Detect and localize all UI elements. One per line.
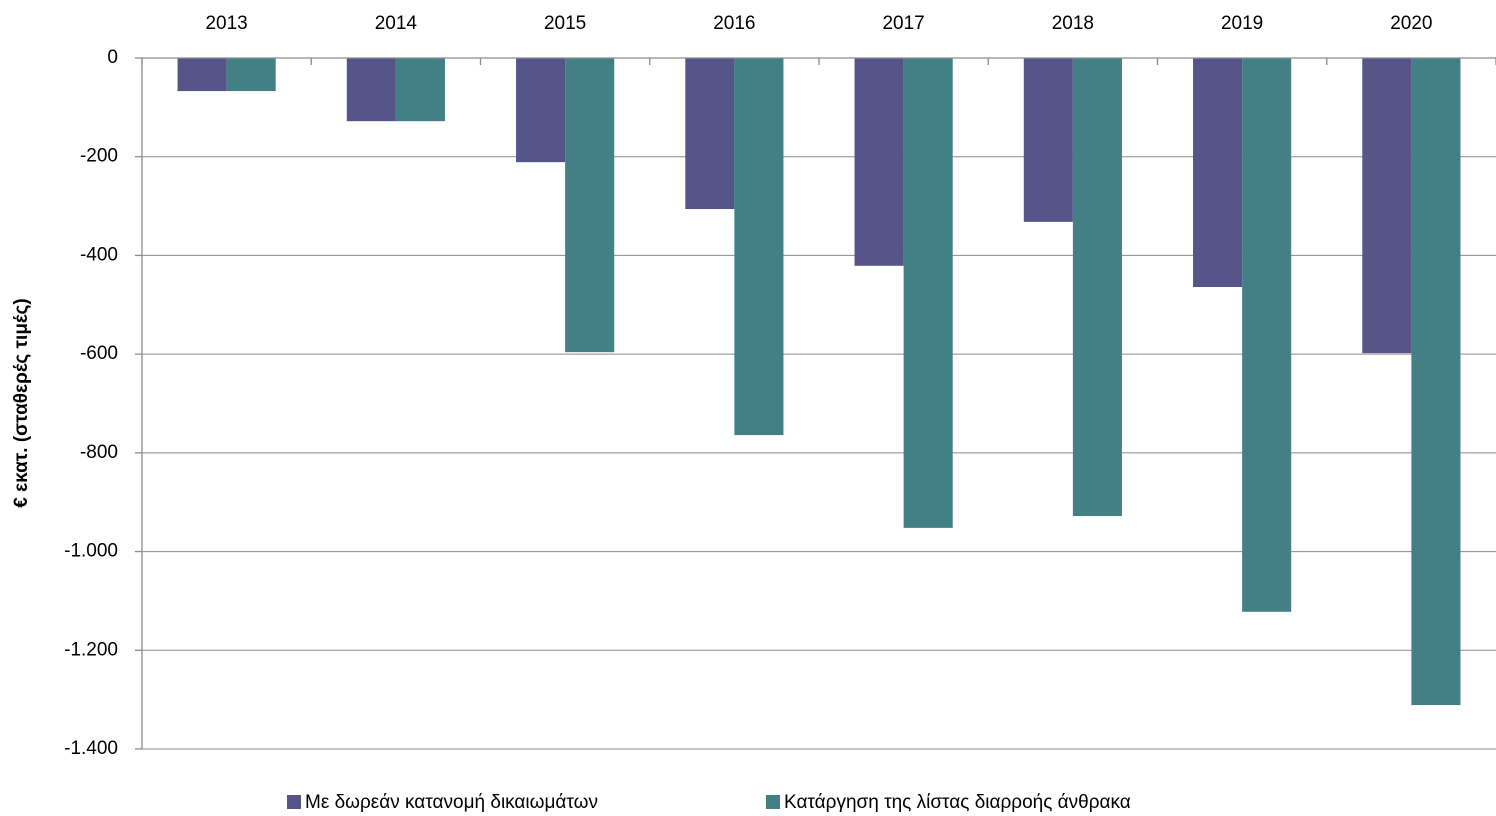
bar — [1023, 58, 1073, 222]
bar — [1362, 58, 1412, 354]
bar — [903, 58, 953, 528]
x-tick-label: 2020 — [1390, 13, 1432, 34]
y-axis-label: € εκατ. (σταθερές τιμές) — [11, 298, 32, 507]
x-tick-label: 2013 — [205, 13, 247, 34]
bar — [1411, 58, 1461, 706]
y-tick-label: -400 — [80, 244, 118, 265]
bar — [346, 58, 396, 122]
bar — [177, 58, 227, 92]
bar — [565, 58, 615, 353]
legend-swatch — [287, 795, 301, 809]
x-tick-label: 2014 — [375, 13, 418, 34]
bar — [1242, 58, 1292, 612]
x-tick-label: 2016 — [713, 13, 755, 34]
x-tick-label: 2015 — [544, 13, 586, 34]
bar — [395, 58, 445, 122]
y-tick-label: -600 — [80, 343, 118, 364]
y-tick-label: -800 — [80, 442, 118, 463]
x-tick-label: 2018 — [1052, 13, 1094, 34]
x-tick-label: 2019 — [1221, 13, 1263, 34]
legend-label: Κατάργηση της λίστας διαρροής άνθρακα — [784, 792, 1131, 813]
y-tick-label: 0 — [107, 47, 118, 68]
bar — [1072, 58, 1122, 517]
legend-swatch — [766, 795, 780, 809]
y-tick-label: -200 — [80, 146, 118, 167]
bar — [1193, 58, 1243, 288]
bar — [734, 58, 784, 436]
y-tick-label: -1.000 — [64, 541, 118, 562]
y-tick-label: -1.200 — [64, 639, 118, 660]
bar — [516, 58, 566, 163]
y-tick-label: -1.400 — [64, 738, 118, 759]
bar — [685, 58, 735, 210]
bar — [854, 58, 904, 266]
legend-label: Με δωρεάν κατανομή δικαιωμάτων — [305, 792, 598, 813]
bar — [226, 58, 276, 92]
x-tick-label: 2017 — [882, 13, 924, 34]
